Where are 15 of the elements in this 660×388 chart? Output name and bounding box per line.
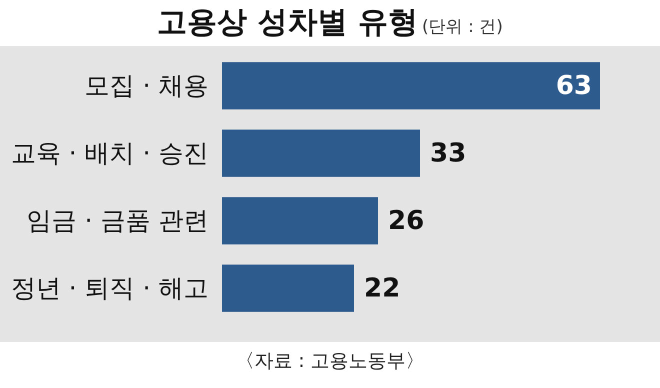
chart-subtitle: (단위 : 건) (422, 17, 503, 37)
bar (222, 264, 354, 312)
y-tick-label: 모집 · 채용 (84, 70, 208, 100)
bar (222, 197, 378, 244)
bar (222, 62, 600, 110)
y-tick-label: 정년 · 퇴직 · 해고 (10, 273, 208, 302)
data-label: 22 (364, 273, 400, 304)
data-label: 33 (430, 138, 466, 168)
text: 〈자료 : 고용노동부〉 (234, 349, 426, 374)
y-tick-label: 교육 · 배치 · 승진 (10, 138, 208, 168)
y-tick-label: 임금 · 금품 관련 (26, 206, 208, 235)
data-label: 26 (388, 206, 424, 236)
chart-title: 고용상 성차별 유형 (157, 5, 418, 40)
bar (222, 130, 420, 177)
data-label: 63 (556, 70, 592, 101)
